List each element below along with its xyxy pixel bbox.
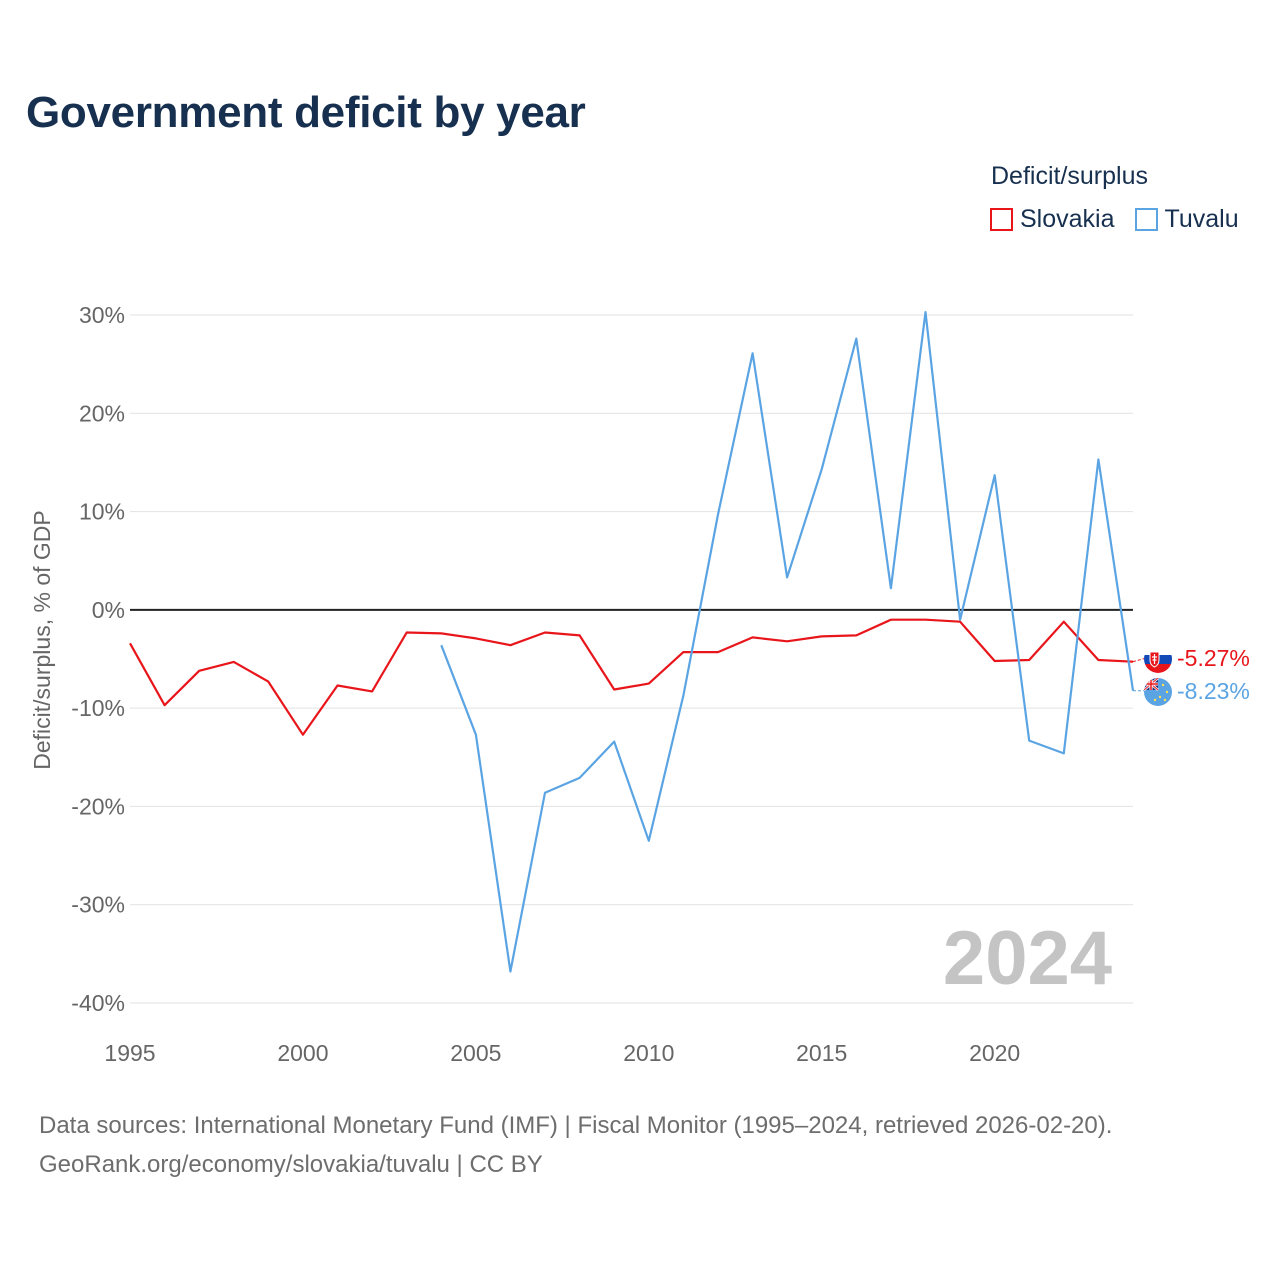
data-point-slovakia[interactable] [336, 684, 340, 688]
y-tick-label: 30% [79, 302, 125, 328]
data-point-slovakia[interactable] [751, 635, 755, 639]
x-tick-label: 1995 [104, 1040, 155, 1066]
y-tick-label: -40% [71, 990, 125, 1016]
data-point-slovakia[interactable] [854, 633, 858, 637]
data-point-tuvalu[interactable] [993, 473, 997, 477]
data-point-tuvalu[interactable] [543, 791, 547, 795]
data-point-tuvalu[interactable] [1096, 457, 1100, 461]
credit-link[interactable]: GeoRank.org/economy/slovakia/tuvalu | CC… [39, 1151, 543, 1178]
data-point-slovakia[interactable] [370, 689, 374, 693]
y-tick-label: -30% [71, 892, 125, 918]
data-point-slovakia[interactable] [474, 636, 478, 640]
data-point-tuvalu[interactable] [1062, 751, 1066, 755]
series-line-tuvalu[interactable] [440, 311, 1135, 973]
legend-title: Deficit/surplus [991, 162, 1148, 190]
data-point-slovakia[interactable] [785, 639, 789, 643]
series-line-slovakia[interactable] [129, 618, 1134, 736]
data-point-slovakia[interactable] [439, 631, 443, 635]
data-point-slovakia[interactable] [197, 669, 201, 673]
data-point-tuvalu[interactable] [751, 351, 755, 355]
data-point-slovakia[interactable] [232, 660, 236, 664]
y-axis-label: Deficit/surplus, % of GDP [29, 510, 55, 769]
line-chart: 30% 20% 10% 0% -10% -20% -30% -40% 1995 2000 2005 2… [29, 302, 1250, 1066]
data-point-tuvalu[interactable] [681, 693, 685, 697]
footer: Data sources: International Monetary Fun… [39, 1106, 1112, 1184]
data-point-slovakia[interactable] [543, 630, 547, 634]
data-point-slovakia[interactable] [266, 680, 270, 684]
data-point-tuvalu[interactable] [785, 575, 789, 579]
y-tick-label: 20% [79, 400, 125, 426]
x-tick-label: 2020 [969, 1040, 1020, 1066]
x-tick-label: 2015 [796, 1040, 847, 1066]
data-point-slovakia[interactable] [578, 633, 582, 637]
tuvalu-end-label: -8.23% [1177, 678, 1250, 704]
data-point-slovakia[interactable] [163, 703, 167, 707]
data-point-tuvalu[interactable] [923, 310, 927, 314]
legend-item-slovakia[interactable]: Slovakia [990, 205, 1115, 234]
data-point-slovakia[interactable] [993, 659, 997, 663]
data-point-slovakia[interactable] [405, 630, 409, 634]
data-point-slovakia[interactable] [681, 650, 685, 654]
legend-label-tuvalu: Tuvalu [1164, 205, 1239, 233]
x-tick-label: 2000 [277, 1040, 328, 1066]
data-point-tuvalu[interactable] [474, 733, 478, 737]
data-point-tuvalu[interactable] [889, 586, 893, 590]
x-tick-label: 2005 [450, 1040, 501, 1066]
chart-title: Government deficit by year [26, 88, 586, 137]
data-point-slovakia[interactable] [1096, 658, 1100, 662]
data-sources: Data sources: International Monetary Fun… [39, 1112, 1113, 1139]
y-tick-label: 0% [92, 597, 125, 623]
legend-item-tuvalu[interactable]: Tuvalu [1134, 205, 1239, 234]
data-point-tuvalu[interactable] [578, 776, 582, 780]
data-point-slovakia[interactable] [923, 618, 927, 622]
data-point-slovakia[interactable] [820, 634, 824, 638]
legend-label-slovakia: Slovakia [1020, 205, 1115, 233]
data-point-slovakia[interactable] [647, 682, 651, 686]
data-point-tuvalu[interactable] [612, 740, 616, 744]
data-point-tuvalu[interactable] [820, 467, 824, 471]
year-watermark: 2024 [943, 916, 1112, 1001]
x-tick-label: 2010 [623, 1040, 674, 1066]
data-point-slovakia[interactable] [612, 687, 616, 691]
data-point-slovakia[interactable] [889, 618, 893, 622]
slovakia-end-label: -5.27% [1177, 645, 1250, 671]
data-point-slovakia[interactable] [716, 650, 720, 654]
data-point-slovakia[interactable] [508, 643, 512, 647]
data-point-tuvalu[interactable] [647, 839, 651, 843]
end-connector-slovakia [1132, 658, 1145, 663]
y-tick-label: -10% [71, 695, 125, 721]
data-point-slovakia[interactable] [1062, 620, 1066, 624]
data-point-tuvalu[interactable] [439, 643, 443, 647]
legend-swatch-tuvalu [1134, 208, 1158, 231]
data-point-slovakia[interactable] [1027, 658, 1031, 662]
legend: Slovakia Tuvalu [990, 205, 1239, 234]
data-point-tuvalu[interactable] [854, 337, 858, 341]
data-point-tuvalu[interactable] [958, 618, 962, 622]
slovakia-flag-icon [1144, 645, 1172, 673]
y-tick-label: 10% [79, 499, 125, 525]
data-point-tuvalu[interactable] [1027, 739, 1031, 743]
data-point-tuvalu[interactable] [716, 513, 720, 517]
data-point-slovakia[interactable] [301, 733, 305, 737]
tuvalu-flag-icon [1144, 678, 1172, 706]
data-point-tuvalu[interactable] [508, 970, 512, 974]
data-point-slovakia[interactable] [128, 641, 132, 645]
legend-swatch-slovakia [990, 208, 1013, 231]
y-tick-label: -20% [71, 793, 125, 819]
